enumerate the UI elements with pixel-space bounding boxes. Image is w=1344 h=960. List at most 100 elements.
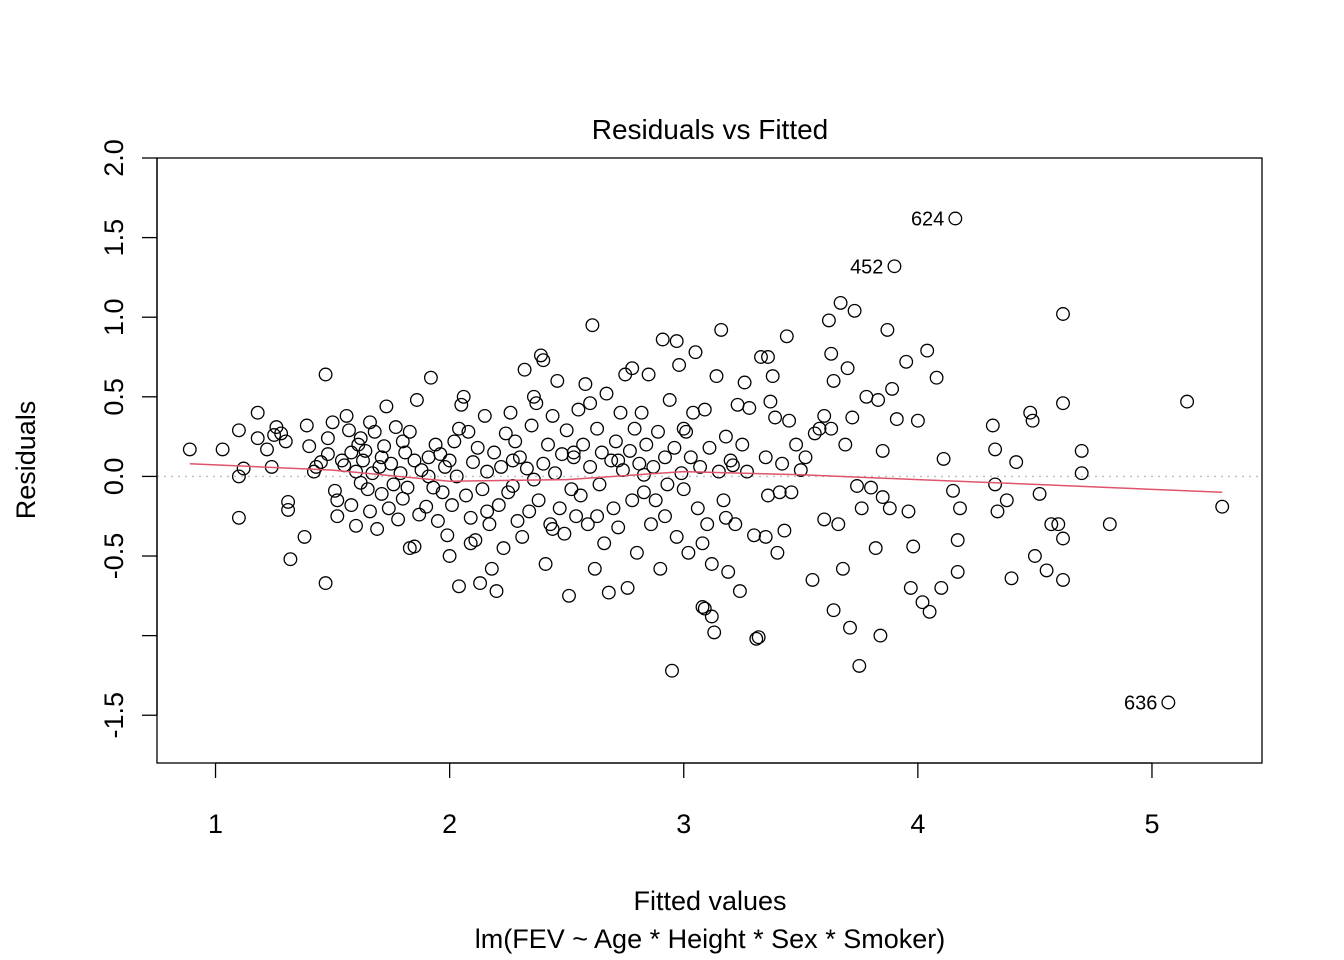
labeled-data-point [948,211,963,226]
data-point [353,431,368,446]
data-point [629,545,644,560]
data-point [519,461,534,476]
data-point [374,486,389,501]
data-point [777,523,792,538]
plot-frame [156,157,1263,764]
data-point [988,477,1003,492]
data-point [524,418,539,433]
data-point [765,369,780,384]
data-point [889,412,904,427]
data-point [845,410,860,425]
y-tick-label: 2.0 [99,139,129,177]
data-point [915,595,930,610]
data-point [536,456,551,471]
y-axis-label: Residuals [11,401,41,520]
data-point [320,431,335,446]
data-point [606,501,621,516]
data-point [529,396,544,411]
data-point [480,504,495,519]
y-tick-label: 0.0 [99,458,129,496]
data-point [709,369,724,384]
data-point [381,501,396,516]
data-point [821,313,836,328]
data-point [875,490,890,505]
data-point [363,504,377,519]
data-point [882,501,897,516]
data-point [988,442,1003,457]
data-point [615,463,630,478]
data-point [826,603,841,618]
data-point [398,445,413,460]
data-point [622,443,637,458]
data-point [835,561,850,576]
data-point [463,510,478,525]
data-point [1004,571,1019,586]
data-point [737,375,752,390]
data-point [489,584,504,599]
data-point [344,498,359,513]
data-point [374,450,389,465]
data-point [419,499,434,514]
data-point [669,334,684,349]
labeled-data-point [1161,695,1176,710]
data-point [950,533,965,548]
data-point [536,353,551,368]
data-point [772,485,787,500]
smoother-line [189,462,1223,494]
data-point [660,477,675,492]
data-point [562,588,576,603]
data-point [550,373,565,388]
data-point [299,418,314,433]
data-point [358,443,373,458]
data-point [599,386,614,401]
data-point [728,517,743,532]
data-point [735,437,750,452]
data-point [1027,549,1042,563]
data-point [1051,517,1066,532]
data-point [274,426,289,441]
data-point [929,370,944,385]
data-point [344,445,359,460]
data-point [395,434,410,449]
data-point [402,424,417,439]
data-point [494,459,509,474]
data-point [1056,572,1070,587]
data-point [793,463,808,478]
data-point [817,512,832,527]
data-point [807,426,822,441]
data-point [953,501,967,516]
data-point [662,393,677,407]
data-point [850,479,864,493]
data-point [442,453,457,468]
data-point [824,346,839,361]
data-point [447,434,462,449]
data-point [864,480,878,495]
data-point [580,517,595,532]
data-point [576,437,591,452]
data-point [669,529,684,544]
data-point [636,485,651,500]
y-tick-label: -1.5 [99,692,129,739]
data-point [946,483,960,498]
y-axis: -1.5 -0.5 0.0 0.5 1.0 1.5 2.0 [99,139,158,739]
data-point [592,477,607,492]
data-point [260,442,274,457]
data-point [704,557,719,571]
data-point [676,482,691,497]
y-tick-label: 1.0 [99,298,129,336]
data-point [693,459,708,474]
point-label: 636 [1124,693,1157,715]
data-point [655,332,670,347]
data-point [449,469,464,484]
data-point [627,421,642,436]
data-point [320,447,335,462]
data-point [407,539,422,554]
data-point [510,514,525,528]
data-point [1039,563,1054,578]
data-point [843,620,857,635]
data-point [990,504,1005,519]
data-point [477,408,492,423]
data-point [641,367,656,382]
data-point [480,464,495,479]
data-point [920,343,935,358]
